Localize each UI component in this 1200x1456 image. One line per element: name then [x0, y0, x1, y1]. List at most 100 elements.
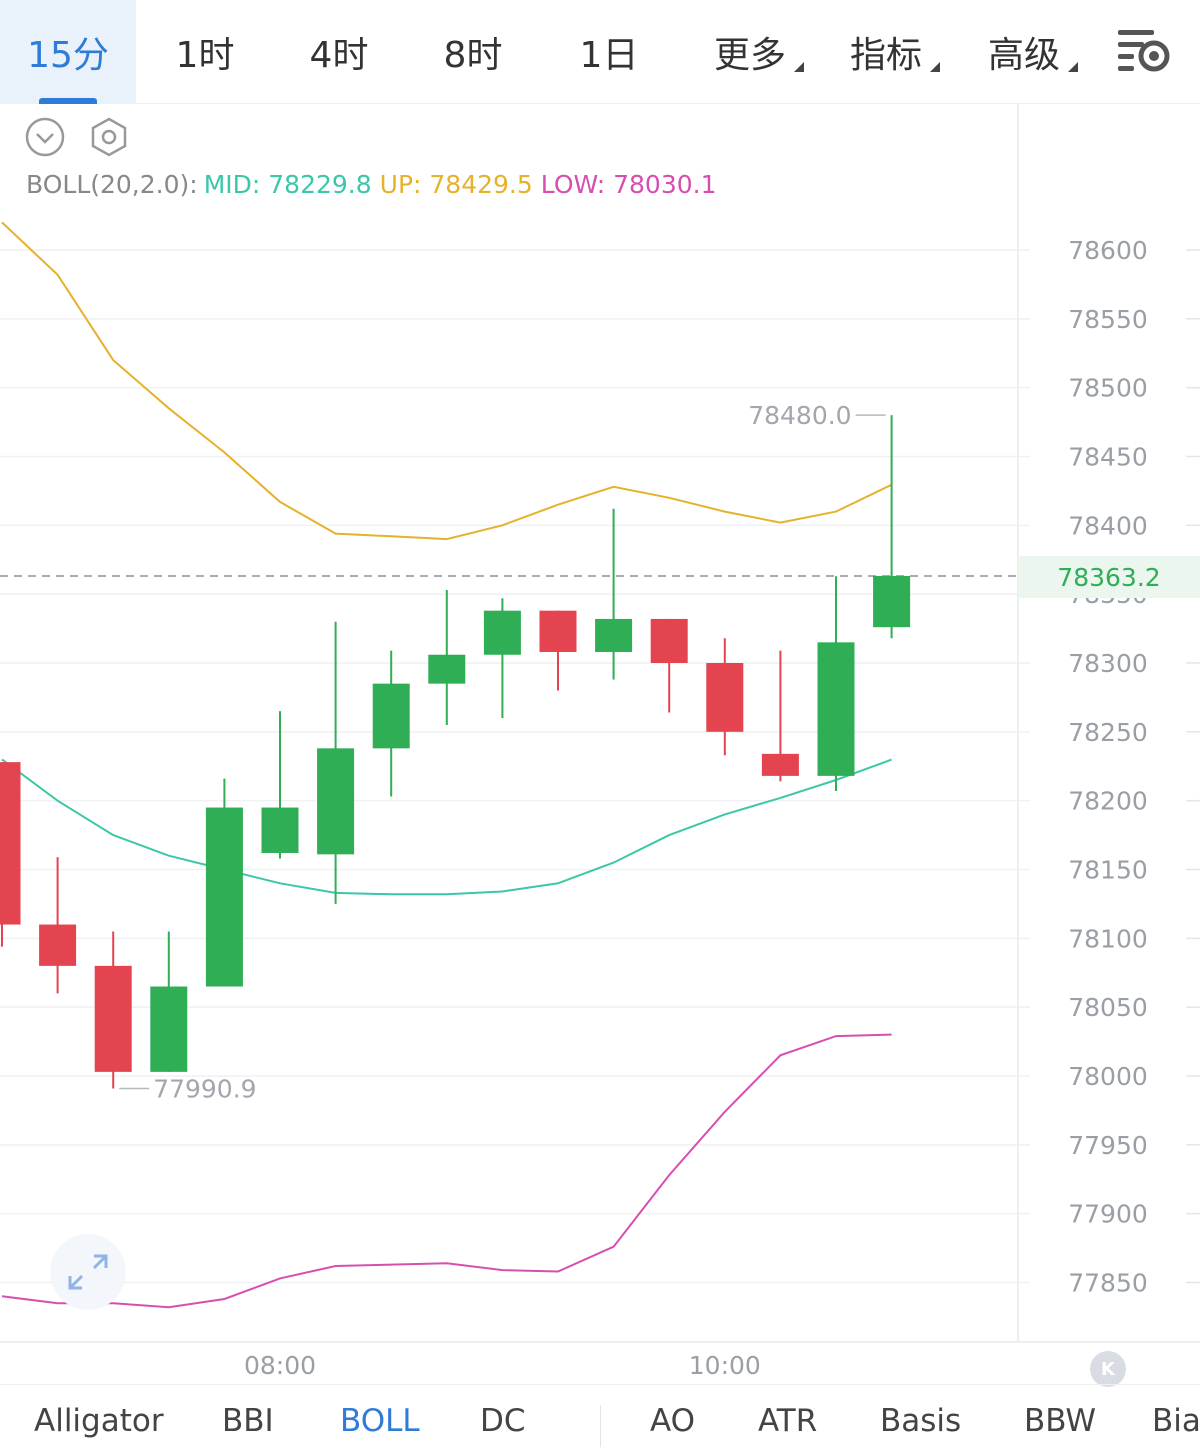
indicator-ao[interactable]: AO: [650, 1403, 696, 1439]
tab-label: 指标: [849, 35, 922, 76]
indicator-dc[interactable]: DC: [480, 1403, 526, 1439]
low-price-marker: 77990.9: [153, 1075, 256, 1104]
tab-label: 高级: [987, 35, 1060, 76]
candle: [873, 415, 911, 639]
boll-upper-line: [1, 221, 893, 541]
candle: [761, 650, 799, 782]
candle: [261, 711, 299, 859]
candle: [0, 762, 21, 947]
indicator-divider: [600, 1405, 601, 1447]
tab-label: 15分: [27, 35, 109, 76]
bollinger-bands: [0, 221, 1018, 1309]
candle-body: [317, 748, 355, 855]
current-price-tag: 78363.2: [1018, 556, 1200, 598]
dropdown-corner-icon: [794, 62, 804, 72]
y-tick-label: 78450: [1068, 442, 1148, 471]
y-tick-label: 77900: [1068, 1200, 1148, 1229]
candle: [650, 618, 688, 713]
indicator-atr[interactable]: ATR: [758, 1403, 818, 1439]
x-tick-label: 08:00: [244, 1351, 316, 1380]
boll-low-value: LOW: 78030.1: [540, 170, 717, 199]
candle: [317, 621, 355, 904]
y-tick-label: 77950: [1068, 1131, 1148, 1160]
candle-body: [539, 610, 577, 652]
y-tick-label: 78300: [1068, 649, 1148, 678]
candle-body: [761, 753, 799, 776]
indicator-bias[interactable]: Bias: [1152, 1403, 1200, 1439]
y-tick-label: 78100: [1068, 924, 1148, 953]
high-price-marker: 78480.0: [748, 401, 851, 430]
candle-body: [817, 642, 855, 776]
grid-lines: [0, 249, 1200, 1284]
y-tick-label: 77850: [1068, 1269, 1148, 1298]
collapse-chevron-icon[interactable]: [24, 116, 66, 158]
candle-body: [39, 924, 77, 966]
tab-1h[interactable]: 1时: [150, 0, 260, 104]
fullscreen-expand-icon[interactable]: [50, 1234, 126, 1310]
indicator-boll[interactable]: BOLL: [340, 1403, 420, 1439]
tab-label: 1时: [175, 35, 235, 76]
tab-label: 4时: [309, 35, 369, 76]
tab-8h[interactable]: 8时: [418, 0, 528, 104]
tab-4h[interactable]: 4时: [284, 0, 394, 104]
tab-15min[interactable]: 15分: [0, 0, 136, 104]
active-tab-indicator: [39, 98, 97, 104]
tab-1d[interactable]: 1日: [554, 0, 664, 104]
candle-body: [483, 610, 521, 655]
tab-indicators[interactable]: 指标: [836, 0, 940, 104]
y-tick-label: 78250: [1068, 718, 1148, 747]
candle: [94, 931, 132, 1089]
y-tick-label: 78150: [1068, 855, 1148, 884]
chart-settings-icon[interactable]: [1114, 22, 1174, 82]
indicator-bbi[interactable]: BBI: [222, 1403, 274, 1439]
y-tick-label: 78400: [1068, 511, 1148, 540]
candle: [539, 610, 577, 691]
candle: [595, 508, 633, 680]
boll-lower-line: [1, 1033, 892, 1309]
boll-params: BOLL(20,2.0):: [26, 170, 198, 199]
candle-body: [205, 807, 243, 987]
candles: [0, 415, 911, 1089]
tab-label: 更多: [713, 35, 786, 76]
candle: [483, 598, 521, 719]
price-axis: 77850 77900 77950 78000 78050 78100 78150 78200…: [1068, 236, 1148, 1298]
scroll-to-latest-button[interactable]: K: [1090, 1351, 1126, 1387]
indicator-alligator[interactable]: Alligator: [34, 1403, 164, 1439]
boll-mid-line: [1, 758, 892, 896]
candlestick-chart[interactable]: 77850 77900 77950 78000 78050 78100 78150 78200…: [0, 0, 1200, 1384]
indicator-settings-icon[interactable]: [88, 116, 130, 158]
y-tick-label: 78600: [1068, 236, 1148, 265]
candle: [372, 650, 410, 797]
candle: [428, 590, 466, 725]
candle-body: [94, 965, 132, 1072]
dropdown-corner-icon: [930, 62, 940, 72]
x-tick-label: 10:00: [689, 1351, 761, 1380]
candle-body: [261, 807, 299, 853]
y-tick-label: 78200: [1068, 787, 1148, 816]
y-tick-label: 78050: [1068, 993, 1148, 1022]
candle-body: [428, 654, 466, 684]
tab-more[interactable]: 更多: [700, 0, 804, 104]
candle: [817, 576, 855, 792]
candle-body: [706, 662, 744, 732]
tab-label: 8时: [443, 35, 503, 76]
candle-body: [372, 683, 410, 749]
candle-body: [650, 618, 688, 663]
candle: [150, 931, 188, 1072]
boll-mid-value: MID: 78229.8: [203, 170, 372, 199]
tab-advanced[interactable]: 高级: [974, 0, 1078, 104]
time-axis: 08:00 10:00: [244, 1351, 761, 1380]
dropdown-corner-icon: [1068, 62, 1078, 72]
price-markers: 78480.0 77990.9: [119, 401, 886, 1104]
tab-label: 1日: [579, 35, 639, 76]
boll-legend: BOLL(20,2.0): MID: 78229.8 UP: 78429.5 LOW:…: [26, 170, 717, 199]
candle-body: [150, 986, 188, 1072]
indicator-bbw[interactable]: BBW: [1024, 1403, 1097, 1439]
candle: [205, 778, 243, 987]
y-tick-label: 78000: [1068, 1062, 1148, 1091]
indicator-basis[interactable]: Basis: [880, 1403, 962, 1439]
candle-body: [0, 762, 21, 925]
indicator-bar: Alligator BBI BOLL DC AO ATR Basis BBW B…: [0, 1384, 1200, 1456]
timeframe-bar: 15分 1时 4时 8时 1日 更多 指标 高级: [0, 0, 1200, 104]
candle-body: [873, 575, 911, 628]
